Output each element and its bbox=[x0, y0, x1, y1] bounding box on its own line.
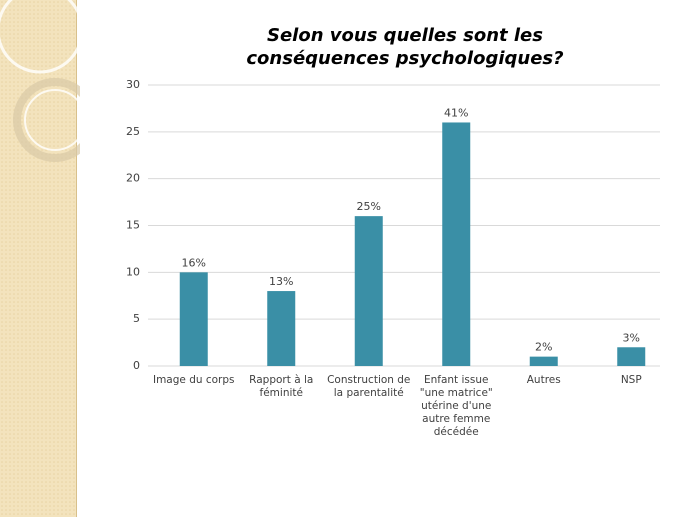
bar bbox=[267, 291, 296, 366]
x-tick-label: Autres bbox=[526, 374, 561, 386]
data-label: 3% bbox=[623, 331, 640, 344]
bar bbox=[442, 122, 471, 366]
data-label: 41% bbox=[444, 106, 468, 119]
x-tick-label: NSP bbox=[620, 374, 642, 386]
bar bbox=[529, 356, 558, 366]
x-tick-label: Enfant issue "une matrice" utérine d'une… bbox=[419, 374, 493, 438]
y-tick-label: 10 bbox=[126, 265, 140, 278]
x-tick-label: Image du corps bbox=[152, 374, 235, 386]
data-label: 13% bbox=[269, 275, 293, 288]
y-tick-label: 0 bbox=[133, 359, 140, 372]
bar bbox=[354, 216, 383, 366]
y-tick-label: 30 bbox=[126, 78, 140, 91]
data-label: 2% bbox=[535, 341, 552, 354]
x-tick-label: Rapport à la féminité bbox=[249, 374, 314, 399]
chart-title: Selon vous quelles sont les conséquences… bbox=[246, 25, 564, 69]
y-tick-label: 15 bbox=[126, 219, 140, 232]
bar bbox=[179, 272, 208, 366]
y-tick-label: 20 bbox=[126, 172, 140, 185]
data-label: 16% bbox=[182, 256, 206, 269]
x-tick-label: Construction de la parentalité bbox=[327, 374, 411, 399]
y-tick-label: 5 bbox=[133, 312, 140, 325]
y-tick-label: 25 bbox=[126, 125, 140, 138]
decoration bbox=[0, 0, 80, 517]
data-label: 25% bbox=[357, 200, 381, 213]
bar bbox=[617, 347, 646, 366]
